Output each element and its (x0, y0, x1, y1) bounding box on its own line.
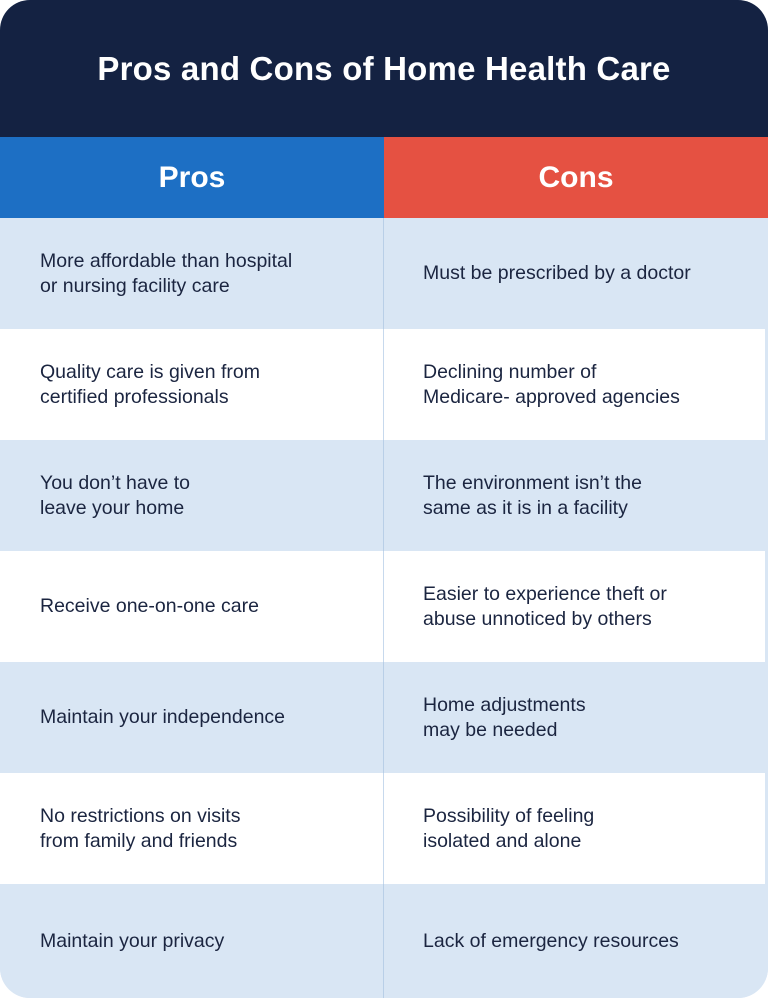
title-bar: Pros and Cons of Home Health Care (0, 0, 768, 137)
pro-cell: You don’t have to leave your home (0, 440, 384, 551)
pro-cell: Maintain your independence (0, 662, 384, 773)
table-row: Receive one-on-one care Easier to experi… (0, 551, 768, 662)
pro-cell: Quality care is given from certified pro… (0, 329, 384, 440)
pros-header: Pros (0, 137, 384, 218)
pro-cell: More affordable than hospital or nursing… (0, 218, 384, 329)
table-row: No restrictions on visits from family an… (0, 773, 768, 884)
pro-cell: No restrictions on visits from family an… (0, 773, 384, 884)
table-row: You don’t have to leave your home The en… (0, 440, 768, 551)
con-cell: Declining number of Medicare- approved a… (423, 360, 680, 408)
table-row: Maintain your privacy Lack of emergency … (0, 884, 768, 998)
pro-cell: Receive one-on-one care (0, 551, 384, 662)
con-cell: The environment isn’t the same as it is … (423, 471, 642, 519)
con-cell: Lack of emergency resources (423, 929, 679, 952)
table-row: Quality care is given from certified pro… (0, 329, 768, 440)
cons-header: Cons (384, 137, 768, 218)
table-row: Maintain your independence Home adjustme… (0, 662, 768, 773)
page-title: Pros and Cons of Home Health Care (97, 49, 671, 87)
table-row: More affordable than hospital or nursing… (0, 218, 768, 329)
con-cell: Possibility of feeling isolated and alon… (423, 804, 595, 852)
con-cell: Home adjustments may be needed (423, 693, 586, 741)
con-cell: Must be prescribed by a doctor (423, 262, 691, 284)
con-cell: Easier to experience theft or abuse unno… (423, 582, 667, 630)
pro-cell: Maintain your privacy (0, 884, 384, 998)
comparison-table: More affordable than hospital or nursing… (0, 218, 768, 998)
column-headers: Pros Cons (0, 137, 768, 218)
